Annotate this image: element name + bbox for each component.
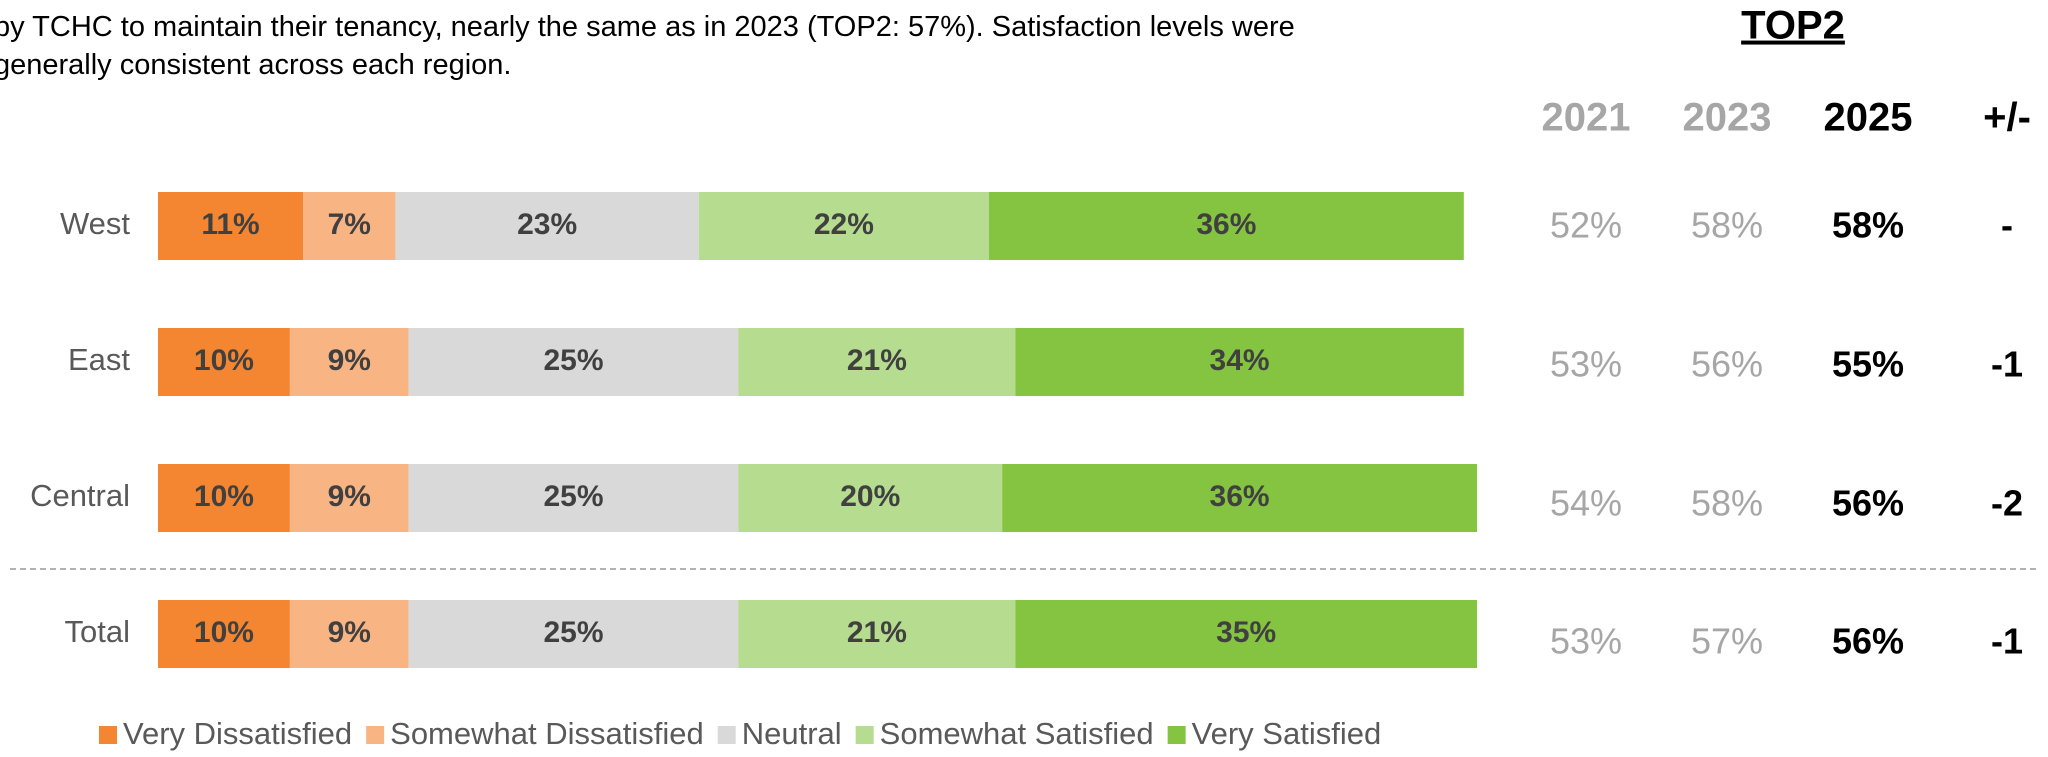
bar-segment <box>1015 600 1477 668</box>
legend-swatch <box>366 726 385 744</box>
legend-label: Somewhat Satisfied <box>880 716 1154 751</box>
data-label: 22% <box>814 208 874 241</box>
legend-label: Neutral <box>742 716 842 751</box>
table-cell: 58% <box>1832 205 1904 246</box>
table-cell: 58% <box>1691 483 1763 524</box>
bar-segment <box>408 600 739 668</box>
column-header: 2025 <box>1824 96 1913 140</box>
data-label: 25% <box>543 480 603 513</box>
column-header: 2021 <box>1542 96 1631 140</box>
data-label: 36% <box>1210 480 1270 513</box>
data-label: 36% <box>1196 208 1256 241</box>
bar-segment <box>738 464 1003 532</box>
table-cell: 54% <box>1550 483 1622 524</box>
column-header: 2023 <box>1683 96 1772 140</box>
legend-swatch <box>855 726 874 744</box>
data-label: 23% <box>517 208 577 241</box>
table-cell: 57% <box>1691 621 1763 662</box>
bar-segment <box>408 464 739 532</box>
bar-segment <box>303 192 396 260</box>
data-label: 10% <box>194 344 254 377</box>
legend-label: Somewhat Dissatisfied <box>390 716 704 751</box>
data-label: 21% <box>847 344 907 377</box>
legend-label: Very Satisfied <box>1192 716 1382 751</box>
table-cell: - <box>2001 205 2013 246</box>
category-label: East <box>68 342 130 377</box>
table-cell: 56% <box>1832 483 1904 524</box>
data-label: 10% <box>194 480 254 513</box>
table-cell: -2 <box>1991 483 2023 524</box>
bar-segment <box>408 328 739 396</box>
legend-swatch <box>99 726 117 744</box>
intro-line: by TCHC to maintain their tenancy, nearl… <box>0 11 1295 43</box>
data-label: 20% <box>840 480 900 513</box>
category-label: Central <box>30 478 130 513</box>
bar-segment <box>158 328 290 396</box>
data-label: 11% <box>201 208 259 241</box>
data-label: 9% <box>328 344 371 377</box>
table-cell: 53% <box>1550 344 1622 385</box>
table-cell: 55% <box>1832 344 1904 385</box>
bar-segment <box>988 192 1464 260</box>
bar-segment <box>289 600 409 668</box>
data-label: 21% <box>847 616 907 649</box>
data-label: 9% <box>328 480 371 513</box>
bar-segment <box>158 192 304 260</box>
table-title: TOP2 <box>1741 4 1845 48</box>
data-label: 7% <box>328 208 371 241</box>
table-cell: 58% <box>1691 205 1763 246</box>
data-label: 34% <box>1210 344 1270 377</box>
table-cell: -1 <box>1991 344 2023 385</box>
bar-segment <box>1002 464 1477 532</box>
bar-segment <box>158 464 290 532</box>
intro-line: generally consistent across each region. <box>0 49 511 81</box>
bar-segment <box>289 328 409 396</box>
legend-swatch <box>1167 726 1186 744</box>
table-cell: 56% <box>1691 344 1763 385</box>
bar-segment <box>738 328 1016 396</box>
bar-segment <box>1015 328 1464 396</box>
data-label: 25% <box>543 616 603 649</box>
data-label: 9% <box>328 616 371 649</box>
table-cell: 53% <box>1550 621 1622 662</box>
legend-swatch <box>717 726 736 744</box>
table-cell: 56% <box>1832 621 1904 662</box>
bar-segment <box>158 600 290 668</box>
column-header: +/- <box>1983 96 2031 140</box>
bar-segment <box>289 464 409 532</box>
category-label: West <box>60 206 130 241</box>
data-label: 10% <box>194 616 254 649</box>
bar-segment <box>395 192 699 260</box>
bar-segment <box>738 600 1016 668</box>
data-label: 25% <box>543 344 603 377</box>
bar-segment <box>698 192 989 260</box>
legend-label: Very Dissatisfied <box>123 716 352 751</box>
data-label: 35% <box>1216 616 1276 649</box>
category-label: Total <box>65 614 130 649</box>
table-cell: -1 <box>1991 621 2023 662</box>
table-cell: 52% <box>1550 205 1622 246</box>
